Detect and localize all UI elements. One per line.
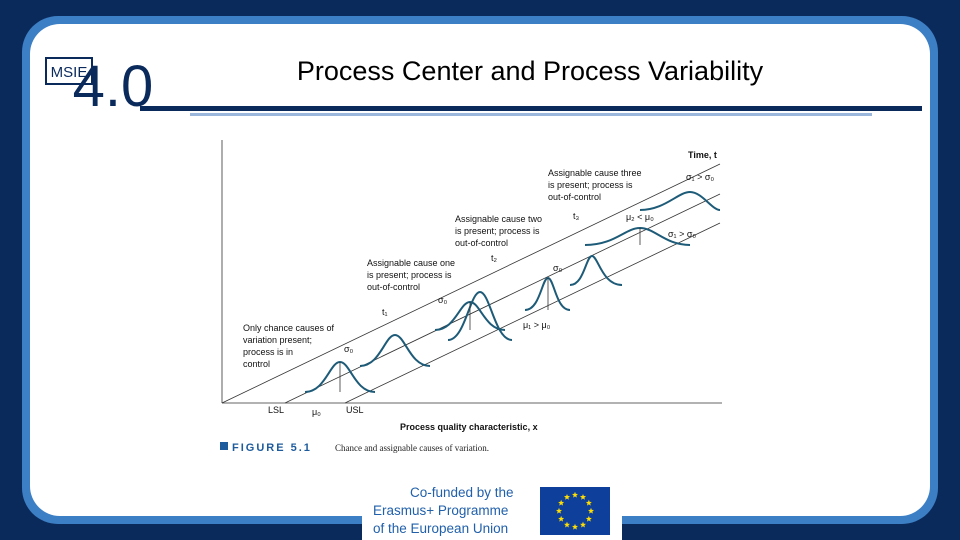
- annotation: is present; process is: [455, 226, 540, 236]
- symbol: μ₀: [312, 407, 321, 417]
- symbol: σ₀: [553, 263, 563, 273]
- flag-star: [585, 515, 592, 522]
- flag-star: [555, 507, 563, 514]
- flag-star: [587, 507, 595, 514]
- title-rule-light: [190, 113, 872, 116]
- caption-marker: [220, 442, 228, 450]
- logo-box: [45, 57, 93, 85]
- annotation: is present; process is: [548, 180, 633, 190]
- flag-star: [558, 515, 565, 522]
- symbol: LSL: [268, 405, 284, 415]
- symbol: σ₀: [438, 295, 448, 305]
- annotation: out-of-control: [455, 238, 508, 248]
- symbol: t₃: [573, 211, 580, 221]
- flag-star: [563, 493, 571, 500]
- annotation: Assignable cause one: [367, 258, 455, 268]
- symbol: σ₁ > σ₀: [668, 229, 696, 239]
- logo-letters: MSIE: [51, 64, 88, 81]
- symbol: t₁: [382, 307, 388, 317]
- usl-line: [344, 222, 721, 404]
- curve: [569, 254, 623, 286]
- eu-flag: [540, 487, 610, 535]
- flag-star: [579, 493, 587, 500]
- annotation: out-of-control: [367, 282, 420, 292]
- curve: [447, 290, 513, 341]
- footer-line: of the European Union: [373, 521, 508, 536]
- flag-star: [558, 499, 565, 506]
- title-rule: [140, 106, 922, 111]
- caption-number: FIGURE 5.1: [232, 442, 312, 454]
- symbol: USL: [346, 405, 364, 415]
- panel: [30, 24, 930, 516]
- logo-number: 4.0: [73, 54, 154, 119]
- annotation: Only chance causes of: [243, 323, 335, 333]
- annotation: control: [243, 359, 270, 369]
- slide-title: Process Center and Process Variability: [297, 56, 764, 86]
- flag-star: [585, 499, 592, 506]
- symbol: μ₂ < μ₀: [626, 212, 654, 222]
- figure: Time, t Process quality characteristic, …: [220, 140, 722, 454]
- flag-star: [571, 491, 579, 498]
- symbol: t₂: [491, 253, 498, 263]
- flag-star: [571, 523, 579, 530]
- annotation: Assignable cause two: [455, 214, 542, 224]
- annotation: is present; process is: [367, 270, 452, 280]
- annotation: Assignable cause three: [548, 168, 642, 178]
- time-line: [221, 163, 721, 404]
- caption-text: Chance and assignable causes of variatio…: [335, 443, 489, 453]
- annotation: out-of-control: [548, 192, 601, 202]
- time-axis-label: Time, t: [688, 150, 717, 160]
- curve: [359, 333, 431, 367]
- symbol: σ₀: [344, 344, 354, 354]
- logo: MSIE 4.0: [45, 54, 154, 119]
- annotation: process is in: [243, 347, 293, 357]
- annotation: variation present;: [243, 335, 312, 345]
- footer-line: Erasmus+ Programme: [373, 503, 508, 518]
- flag-star: [579, 521, 587, 528]
- symbol: σ₁ > σ₀: [686, 172, 714, 182]
- curve: [639, 190, 721, 211]
- footer-line: Co-funded by the: [410, 485, 514, 500]
- x-axis-label: Process quality characteristic, x: [400, 422, 538, 432]
- flag-star: [563, 521, 571, 528]
- symbol: μ₁ > μ₀: [523, 320, 551, 330]
